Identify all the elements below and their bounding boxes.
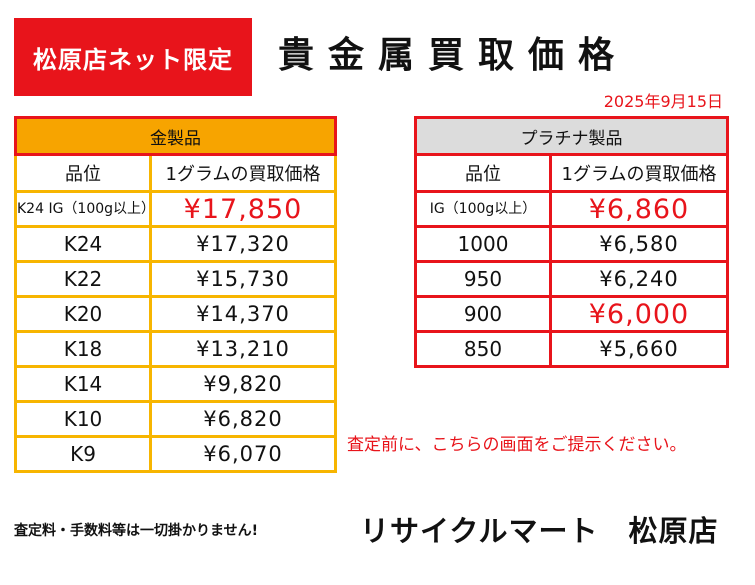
gold-grade: K20 bbox=[14, 295, 152, 333]
present-screen-note: 査定前に、こちらの画面をご提示ください。 bbox=[347, 435, 687, 455]
gold-price: ¥17,320 bbox=[149, 225, 337, 263]
store-name: リサイクルマート 松原店 bbox=[360, 514, 719, 548]
platinum-col-grade: 品位 bbox=[414, 153, 552, 193]
gold-grade: K22 bbox=[14, 260, 152, 298]
no-fee-note: 査定料・手数料等は一切掛かりません! bbox=[14, 523, 258, 539]
table-row: K9 ¥6,070 bbox=[14, 435, 337, 473]
gold-grade: K18 bbox=[14, 330, 152, 368]
platinum-grade: 850 bbox=[414, 330, 552, 368]
gold-price: ¥17,850 bbox=[149, 190, 337, 228]
platinum-price: ¥6,860 bbox=[549, 190, 729, 228]
table-row: K24 IG（100g以上） ¥17,850 bbox=[14, 190, 337, 228]
platinum-grade: 1000 bbox=[414, 225, 552, 263]
platinum-grade: 900 bbox=[414, 295, 552, 333]
table-row: K22 ¥15,730 bbox=[14, 260, 337, 298]
table-row: K10 ¥6,820 bbox=[14, 400, 337, 438]
gold-grade: K9 bbox=[14, 435, 152, 473]
table-row: 1000 ¥6,580 bbox=[414, 225, 729, 263]
gold-grade: K10 bbox=[14, 400, 152, 438]
gold-col-price: 1グラムの買取価格 bbox=[149, 153, 337, 193]
platinum-col-price: 1グラムの買取価格 bbox=[549, 153, 729, 193]
table-row: IG（100g以上） ¥6,860 bbox=[414, 190, 729, 228]
gold-grade: K24 bbox=[14, 225, 152, 263]
platinum-price-table: プラチナ製品 品位 1グラムの買取価格 IG（100g以上） ¥6,860 10… bbox=[414, 116, 729, 368]
page-title: 貴金属買取価格 bbox=[278, 34, 629, 76]
table-row: K18 ¥13,210 bbox=[14, 330, 337, 368]
price-date: 2025年9月15日 bbox=[603, 92, 723, 111]
gold-grade: K14 bbox=[14, 365, 152, 403]
gold-price: ¥14,370 bbox=[149, 295, 337, 333]
gold-table-header: 金製品 bbox=[14, 116, 337, 156]
table-row: K24 ¥17,320 bbox=[14, 225, 337, 263]
table-row: K20 ¥14,370 bbox=[14, 295, 337, 333]
table-row: K14 ¥9,820 bbox=[14, 365, 337, 403]
gold-col-grade: 品位 bbox=[14, 153, 152, 193]
gold-price: ¥6,070 bbox=[149, 435, 337, 473]
gold-price: ¥9,820 bbox=[149, 365, 337, 403]
platinum-price: ¥6,000 bbox=[549, 295, 729, 333]
platinum-grade: IG（100g以上） bbox=[414, 190, 552, 228]
table-row: 900 ¥6,000 bbox=[414, 295, 729, 333]
table-row: 850 ¥5,660 bbox=[414, 330, 729, 368]
gold-grade: K24 IG（100g以上） bbox=[14, 190, 152, 228]
platinum-price: ¥6,580 bbox=[549, 225, 729, 263]
platinum-table-header: プラチナ製品 bbox=[414, 116, 729, 156]
platinum-price: ¥6,240 bbox=[549, 260, 729, 298]
table-row: 950 ¥6,240 bbox=[414, 260, 729, 298]
platinum-price: ¥5,660 bbox=[549, 330, 729, 368]
gold-price: ¥6,820 bbox=[149, 400, 337, 438]
gold-price: ¥13,210 bbox=[149, 330, 337, 368]
platinum-grade: 950 bbox=[414, 260, 552, 298]
net-limited-badge: 松原店ネット限定 bbox=[14, 18, 252, 96]
gold-price-table: 金製品 品位 1グラムの買取価格 K24 IG（100g以上） ¥17,850 … bbox=[14, 116, 337, 473]
gold-price: ¥15,730 bbox=[149, 260, 337, 298]
